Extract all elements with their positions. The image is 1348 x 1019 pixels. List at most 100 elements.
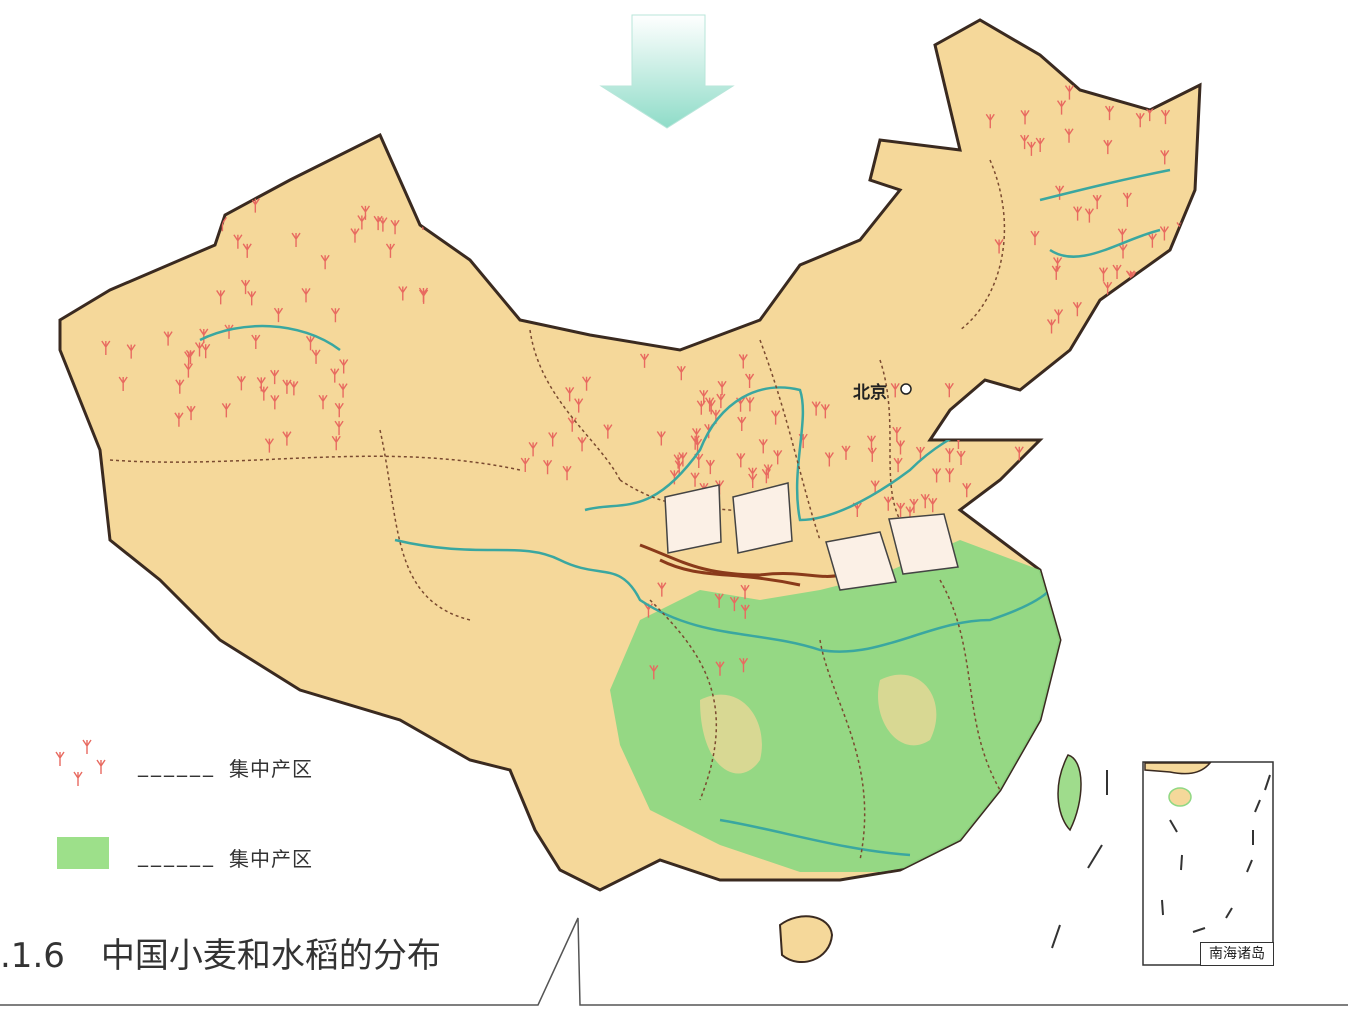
wheat-mark xyxy=(101,340,111,356)
wheat-mark xyxy=(1092,194,1102,210)
wheat-mark xyxy=(1072,301,1082,317)
legend-blank-wheat: ______ xyxy=(138,753,216,777)
wheat-mark xyxy=(715,661,725,676)
legend-label-rice: 集中产区 xyxy=(229,847,313,871)
wheat-mark xyxy=(385,243,396,258)
north-arrow xyxy=(599,14,735,129)
wheat-mark xyxy=(1020,109,1030,125)
wheat-mark xyxy=(270,394,280,410)
wheat-mark xyxy=(945,447,955,463)
wheat-mark xyxy=(669,469,679,485)
wheat-mark xyxy=(184,351,194,366)
wheat-mark xyxy=(1026,141,1036,156)
wheat-mark xyxy=(55,751,65,766)
beijing-marker xyxy=(900,383,912,395)
wheat-mark xyxy=(771,410,781,425)
wheat-mark xyxy=(773,450,783,465)
wheat-mark xyxy=(932,468,942,483)
wheat-mark xyxy=(824,452,834,467)
wheat-mark xyxy=(201,343,211,359)
wheat-mark xyxy=(398,286,408,301)
wheat-mark xyxy=(1118,244,1128,259)
wheat-mark xyxy=(1159,226,1169,241)
wheat-mark xyxy=(1140,278,1151,293)
wheat-mark xyxy=(841,445,851,460)
wheat-mark xyxy=(1103,281,1113,297)
wheat-mark xyxy=(577,436,587,452)
rice-area xyxy=(700,674,937,774)
wheat-mark xyxy=(705,459,715,475)
wheat-mark xyxy=(657,582,667,597)
wheat-mark xyxy=(82,739,92,754)
beijing-label: 北京 xyxy=(853,383,887,403)
wheat-mark xyxy=(236,375,246,391)
wheat-mark xyxy=(895,502,906,517)
wheat-mark xyxy=(1177,287,1188,303)
wheat-mark xyxy=(373,215,383,231)
wheat-mark xyxy=(163,331,173,346)
wheat-mark xyxy=(264,438,274,453)
wheat-mark xyxy=(1053,309,1064,324)
wheat-mark xyxy=(1131,309,1141,324)
wheat-mark xyxy=(216,290,226,305)
wheat-mark xyxy=(183,363,193,378)
wheat-mark xyxy=(567,417,577,432)
wheat-mark xyxy=(717,380,727,396)
wheat-mark xyxy=(1055,185,1065,200)
wheat-mark xyxy=(1046,319,1057,334)
wheat-mark xyxy=(603,424,613,439)
wheat-mark xyxy=(956,450,966,465)
hainan-island xyxy=(778,915,834,964)
wheat-mark xyxy=(716,393,726,409)
wheat-mark xyxy=(282,431,292,446)
wheat-mark xyxy=(691,427,702,443)
caption-title: 中国小麦和水稻的分布 xyxy=(100,936,441,976)
wheat-mark xyxy=(330,368,340,383)
wheat-mark xyxy=(542,459,553,475)
wheat-mark xyxy=(318,394,328,410)
wheat-mark xyxy=(747,467,758,482)
wheat-mark xyxy=(334,420,344,436)
wheat-mark xyxy=(944,382,954,398)
wheat-mark xyxy=(1103,139,1113,155)
wheat-mark xyxy=(909,498,919,514)
wheat-mark xyxy=(565,387,575,402)
wheat-mark xyxy=(895,440,906,455)
wheat-mark xyxy=(890,382,900,398)
wheat-mark xyxy=(1160,109,1171,125)
wheat-mark xyxy=(301,287,311,303)
rice-area-swatch xyxy=(57,837,109,869)
wheat-mark xyxy=(893,457,903,473)
wheat-mark xyxy=(118,376,128,391)
wheat-mark xyxy=(867,447,877,462)
wheat-mark xyxy=(96,759,106,774)
caption-number: .1.6 xyxy=(0,936,65,976)
wheat-mark xyxy=(242,243,252,258)
wheat-mark xyxy=(1064,128,1074,143)
wheat-mark xyxy=(270,369,280,385)
wheat-mark xyxy=(740,584,750,600)
wheat-mark xyxy=(738,354,748,369)
wheat-mark xyxy=(311,349,321,364)
wheat-mark xyxy=(562,465,572,481)
wheat-mark xyxy=(690,472,700,487)
wheat-mark xyxy=(251,334,261,349)
wheat-mark xyxy=(1147,233,1157,248)
figure-caption: .1.6 中国小麦和水稻的分布 xyxy=(0,928,441,977)
wheat-mark xyxy=(1020,134,1030,150)
wheat-mark xyxy=(928,497,938,513)
wheat-mark xyxy=(705,397,715,412)
wheat-mark xyxy=(737,416,747,432)
rice-area xyxy=(610,540,1065,872)
wheat-mark xyxy=(920,493,930,509)
wheat-mark xyxy=(678,452,688,467)
wheat-mark xyxy=(1117,228,1127,243)
wheat-mark xyxy=(419,289,429,304)
wheat-mark xyxy=(174,412,184,427)
wheat-mark xyxy=(85,437,95,453)
wheat-mark xyxy=(729,596,739,612)
wheat-mark xyxy=(1073,206,1083,221)
wheat-mark xyxy=(232,189,243,205)
wheat-mark xyxy=(221,402,231,418)
